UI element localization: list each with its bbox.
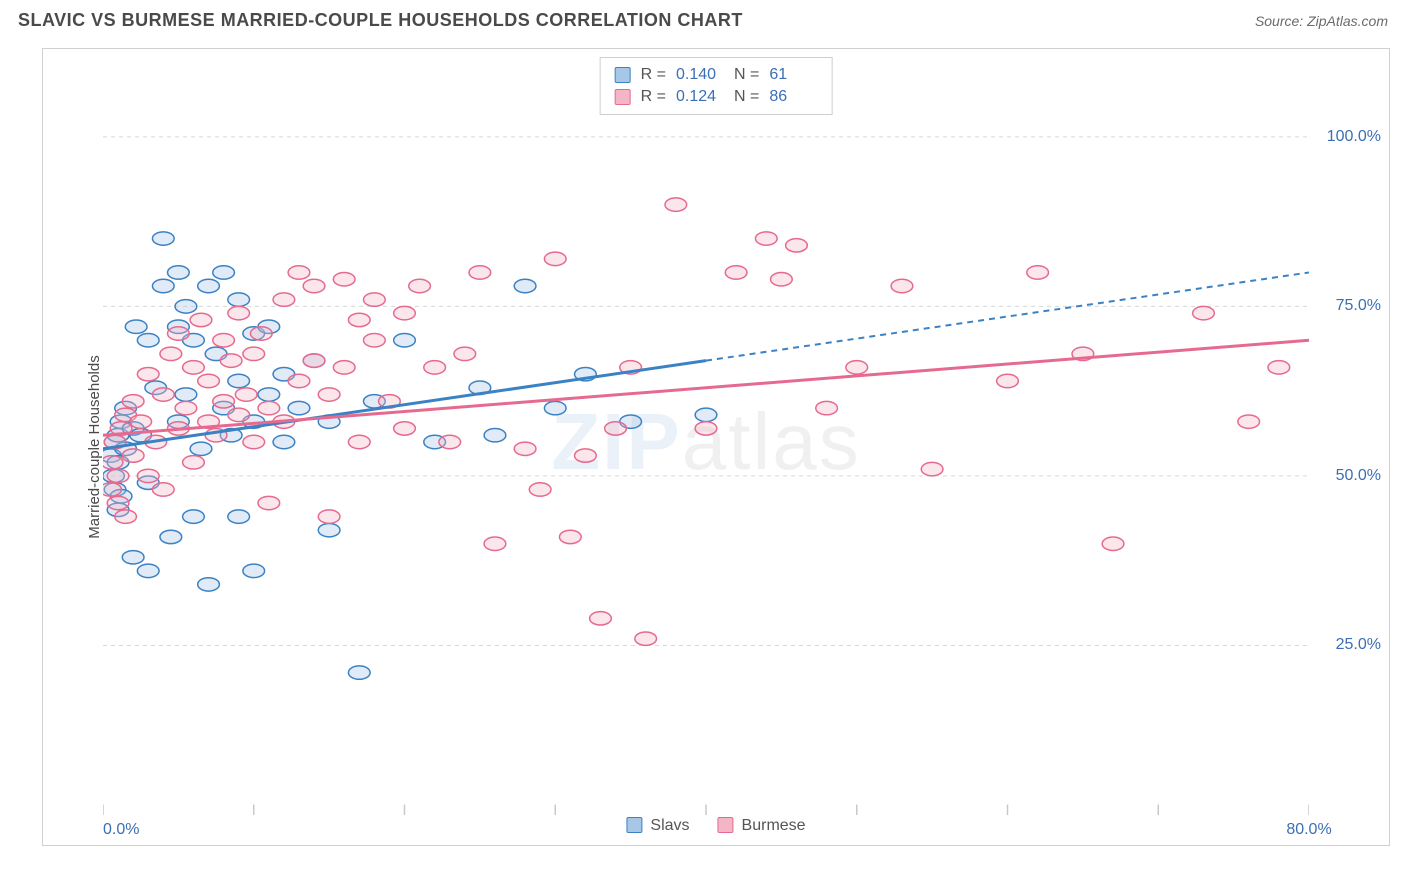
legend-swatch — [718, 817, 734, 833]
r-value: 0.124 — [676, 88, 724, 106]
n-label: N = — [734, 88, 759, 106]
legend-swatch — [615, 89, 631, 105]
plot-area: ZIPatlas 25.0%50.0%75.0%100.0% — [103, 69, 1309, 815]
chart-header: SLAVIC VS BURMESE MARRIED-COUPLE HOUSEHO… — [0, 0, 1406, 37]
n-value: 61 — [769, 66, 817, 84]
y-tick-label: 50.0% — [1336, 467, 1381, 485]
y-tick-label: 100.0% — [1327, 128, 1381, 146]
n-label: N = — [734, 66, 759, 84]
legend-row: R = 0.124 N = 86 — [615, 86, 818, 108]
chart-source: Source: ZipAtlas.com — [1255, 13, 1388, 29]
legend-swatch — [626, 817, 642, 833]
legend-item: Burmese — [718, 817, 806, 835]
legend-item: Slavs — [626, 817, 689, 835]
r-label: R = — [641, 66, 666, 84]
r-value: 0.140 — [676, 66, 724, 84]
scatter-svg — [103, 69, 1309, 815]
y-tick-label: 75.0% — [1336, 297, 1381, 315]
r-label: R = — [641, 88, 666, 106]
legend-row: R = 0.140 N = 61 — [615, 64, 818, 86]
y-tick-label: 25.0% — [1336, 636, 1381, 654]
chart-frame: Married-couple Households ZIPatlas 25.0%… — [42, 48, 1390, 846]
x-tick-max: 80.0% — [1286, 821, 1331, 839]
series-legend: Slavs Burmese — [626, 817, 805, 835]
chart-title: SLAVIC VS BURMESE MARRIED-COUPLE HOUSEHO… — [18, 10, 743, 31]
legend-swatch — [615, 67, 631, 83]
correlation-legend: R = 0.140 N = 61 R = 0.124 N = 86 — [600, 57, 833, 115]
n-value: 86 — [769, 88, 817, 106]
y-axis-label: Married-couple Households — [86, 355, 103, 538]
x-tick-min: 0.0% — [103, 821, 139, 839]
